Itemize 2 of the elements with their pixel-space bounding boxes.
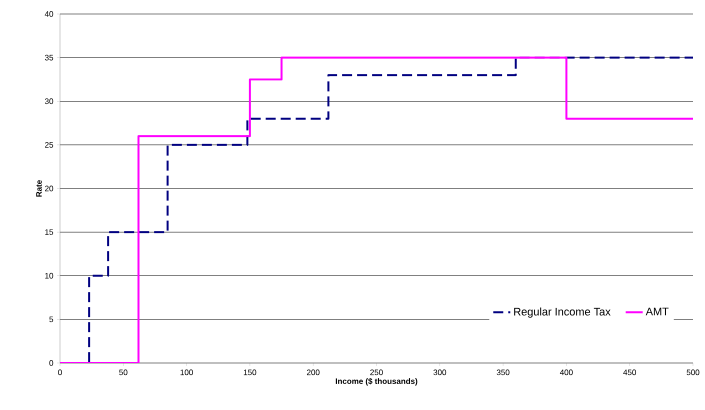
legend-label: AMT	[646, 308, 669, 316]
legend-label: Regular Income Tax	[514, 308, 611, 318]
